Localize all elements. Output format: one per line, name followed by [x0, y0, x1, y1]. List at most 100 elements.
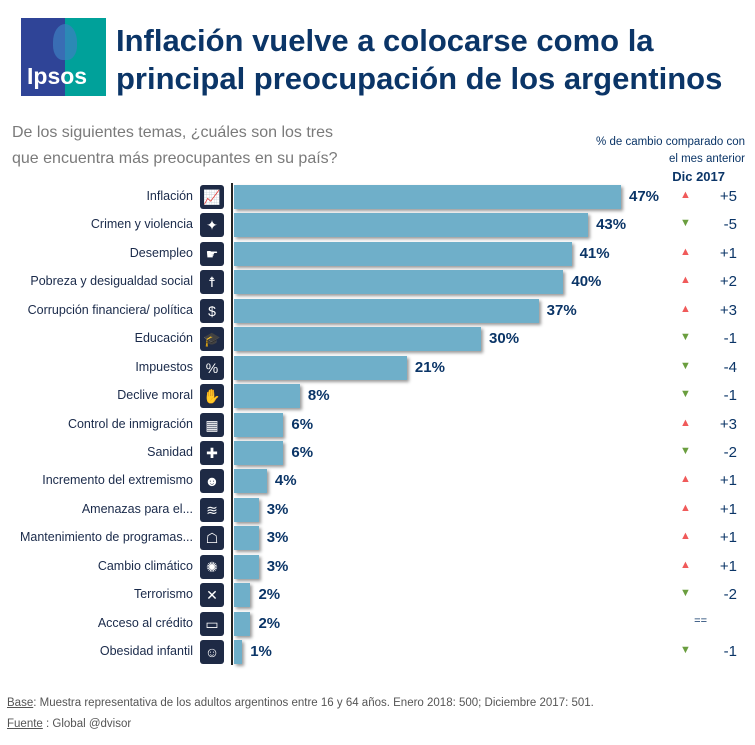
bar [234, 554, 259, 579]
bar-row: Terrorismo ✕ 2% ▼ -2 [0, 581, 755, 609]
tax-icon: % [200, 355, 224, 380]
value-label: 3% [266, 500, 289, 518]
value-label: 6% [291, 443, 314, 461]
category-label: Acceso al crédito [97, 615, 193, 630]
category-label: Control de inmigración [67, 416, 193, 431]
value-label: 6% [291, 415, 314, 433]
bar [234, 355, 407, 380]
program-icon: ☖ [200, 526, 224, 551]
change-label: +1 [719, 472, 737, 490]
bar-row: Amenazas para el... ≋ 3% ▲ +1 [0, 496, 755, 524]
environment-icon: ≋ [200, 497, 224, 522]
change-label: -2 [723, 443, 737, 461]
bar-row: Educación 🎓 30% ▼ -1 [0, 325, 755, 353]
change-label: +5 [719, 188, 737, 205]
arrow-up-icon: ▲ [680, 302, 691, 315]
change-label: -1 [723, 643, 737, 661]
value-label: 21% [414, 358, 445, 376]
arrow-up-icon: ▲ [680, 189, 691, 201]
value-label: 47% [629, 188, 660, 205]
arrow-up-icon: ▲ [680, 245, 691, 258]
child-icon: ☺ [200, 640, 224, 665]
value-label: 41% [579, 244, 610, 262]
category-label: Obesidad infantil [99, 644, 193, 659]
arrow-up-icon: ▲ [680, 501, 691, 514]
change-label: +1 [719, 557, 737, 575]
bar [234, 412, 284, 437]
arrow-up-icon: ▲ [680, 416, 691, 429]
chart-up-icon: 📈 [200, 185, 224, 209]
change-label: == [694, 614, 707, 627]
category-label: Educación [134, 331, 193, 346]
axis-line [231, 183, 233, 665]
category-label: Sanidad [147, 444, 193, 459]
category-label: Inflación [146, 189, 193, 203]
bar-row: Pobreza y desigualdad social ☨ 40% ▲ +2 [0, 268, 755, 296]
bar-row: Inflación 📈 47% ▲ +5 [0, 183, 755, 211]
arrow-down-icon: ▼ [680, 217, 691, 230]
bar [234, 213, 589, 238]
bar [234, 469, 267, 494]
question: De los siguientes temas, ¿cuáles son los… [12, 124, 338, 167]
credit-card-icon: ▭ [200, 611, 224, 636]
change-label: -2 [723, 586, 737, 604]
medical-icon: ✚ [200, 440, 224, 465]
arrow-up-icon: ▲ [680, 473, 691, 486]
value-label: 1% [250, 643, 272, 661]
bar-row: Mantenimiento de programas... ☖ 3% ▲ +1 [0, 524, 755, 552]
bar-row: Obesidad infantil ☺ 1% ▼ -1 [0, 638, 755, 666]
bar-row: Crimen y violencia ✦ 43% ▼ -5 [0, 211, 755, 239]
person-icon: ☨ [200, 270, 224, 295]
page-title: Inflación vuelve a colocarse como la prin… [116, 23, 723, 96]
unemployment-icon: ☛ [200, 241, 224, 266]
value-label: 43% [596, 216, 627, 234]
category-label: Impuestos [135, 359, 193, 374]
bar-row: Incremento del extremismo ☻ 4% ▲ +1 [0, 467, 755, 495]
moral-icon: ✋ [200, 384, 224, 409]
bar [234, 640, 243, 665]
category-label: Incremento del extremismo [42, 473, 193, 488]
category-label: Mantenimiento de programas... [19, 530, 193, 545]
change-label: -1 [723, 387, 737, 405]
value-label: 4% [274, 472, 297, 490]
bar [234, 298, 539, 323]
arrow-down-icon: ▼ [680, 331, 691, 344]
value-label: 30% [489, 330, 520, 348]
category-label: Terrorismo [133, 587, 193, 602]
value-label: 3% [266, 529, 289, 547]
bar [234, 583, 251, 608]
change-label: -1 [723, 330, 737, 348]
change-header: % de cambio comparado con el mes anterior… [596, 136, 745, 184]
money-bag-icon: $ [200, 298, 224, 323]
bar [234, 497, 259, 522]
arrow-up-icon: ▲ [680, 558, 691, 571]
bar-row: Impuestos % 21% ▼ -4 [0, 354, 755, 382]
terrorism-icon: ✕ [200, 583, 224, 608]
bar [234, 526, 259, 551]
change-label: +3 [719, 415, 737, 433]
value-label: 2% [258, 586, 281, 604]
gun-icon: ✦ [200, 213, 224, 238]
change-label: +1 [719, 244, 737, 262]
change-label: -5 [723, 216, 737, 234]
change-label: +3 [719, 301, 737, 319]
mask-icon: ☻ [200, 469, 224, 494]
bar-row: Acceso al crédito ▭ 2% == [0, 610, 755, 638]
bar-row: Corrupción financiera/ política $ 37% ▲ … [0, 297, 755, 325]
bar [234, 384, 300, 409]
category-label: Declive moral [117, 388, 193, 403]
category-label: Desempleo [129, 245, 193, 260]
footer: Base: Muestra representativa de los adul… [7, 697, 594, 730]
value-label: 2% [258, 614, 281, 632]
bar-row: Control de inmigración ▦ 6% ▲ +3 [0, 411, 755, 439]
value-label: 37% [546, 301, 577, 319]
graduation-cap-icon: 🎓 [200, 327, 224, 352]
arrow-down-icon: ▼ [680, 359, 691, 372]
suitcase-icon: ▦ [200, 412, 224, 437]
value-label: 8% [307, 387, 330, 405]
bar [234, 440, 284, 465]
fire-icon: ✺ [200, 554, 224, 579]
bar-row: Sanidad ✚ 6% ▼ -2 [0, 439, 755, 467]
bar-row: Cambio climático ✺ 3% ▲ +1 [0, 553, 755, 581]
